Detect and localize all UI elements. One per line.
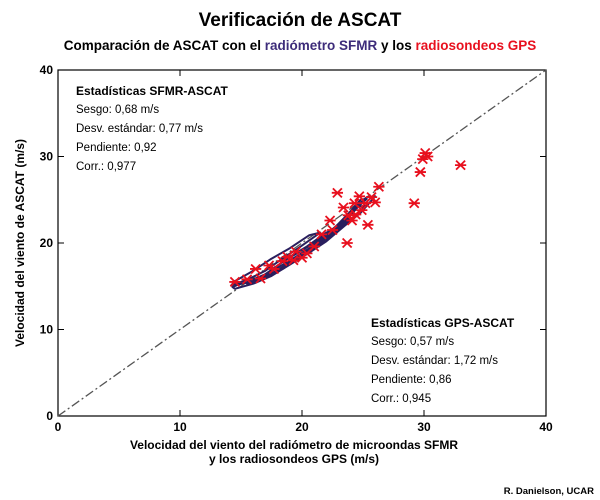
gps-point [254, 273, 267, 284]
gps-point [324, 215, 336, 226]
gps-point [331, 187, 344, 198]
gps-point-marker [254, 273, 267, 284]
gps-point [356, 204, 368, 216]
y-axis-label: Velocidad del viento de ASCAT (m/s) [13, 139, 27, 347]
gps-point [268, 263, 280, 275]
subtitle-sfmr-highlight: radiómetro SFMR [264, 38, 378, 53]
subtitle-part-3: y los [377, 38, 416, 53]
x-tick-label: 0 [55, 420, 62, 434]
gps-point-marker [268, 263, 280, 275]
gps-point-marker [369, 197, 381, 208]
stats-sfmr-box: Estadísticas SFMR-ASCAT Sesgo: 0,68 m/s … [76, 82, 228, 177]
gps-point-marker [326, 224, 339, 236]
gps-point [229, 276, 241, 288]
gps-point-marker [362, 219, 374, 230]
gps-point [369, 197, 381, 208]
y-tick-label: 40 [40, 63, 54, 77]
y-tick-label: 30 [40, 150, 54, 164]
y-tick-label: 0 [46, 409, 53, 423]
x-axis-label-line-1: Velocidad del viento del radiómetro de m… [130, 438, 458, 452]
gps-point-marker [337, 202, 350, 213]
gps-point-marker [373, 181, 385, 192]
credit-text: R. Danielson, UCAR [503, 486, 594, 497]
reference-line-1to1 [57, 69, 547, 417]
gps-point [337, 202, 350, 213]
stats-gps-line: Pendiente: 0,86 [371, 374, 452, 386]
gps-point-marker [308, 241, 320, 252]
gps-point-marker [356, 204, 368, 216]
gps-point-marker [250, 263, 262, 275]
gps-point [341, 237, 353, 249]
stats-gps-line: Desv. estándar: 1,72 m/s [371, 355, 498, 367]
gps-point [308, 241, 320, 252]
gps-point [454, 160, 467, 171]
stats-gps-line: Corr.: 0,945 [371, 393, 432, 405]
x-tick-label: 20 [295, 420, 309, 434]
stats-sfmr-line: Pendiente: 0,92 [76, 142, 157, 154]
y-tick-label: 20 [40, 236, 54, 250]
gps-point-marker [454, 160, 467, 171]
x-tick-label: 30 [417, 420, 431, 434]
stats-sfmr-line: Desv. estándar: 0,77 m/s [76, 123, 203, 135]
gps-point [408, 198, 420, 209]
gps-point [315, 229, 328, 240]
gps-point-marker [315, 229, 328, 240]
gps-point [362, 219, 374, 230]
stats-sfmr-line: Corr.: 0,977 [76, 161, 137, 173]
stats-gps-box: Estadísticas GPS-ASCAT Sesgo: 0,57 m/s D… [371, 314, 514, 409]
gps-point [414, 166, 426, 178]
gps-point-marker [414, 166, 426, 178]
gps-point-marker [346, 215, 358, 226]
gps-point-marker [408, 198, 420, 209]
y-tick-label: 10 [40, 323, 54, 337]
gps-point-marker [331, 187, 344, 198]
gps-point-marker [350, 209, 362, 220]
stats-sfmr-line: Sesgo: 0,68 m/s [76, 104, 160, 116]
stats-gps-line: Sesgo: 0,57 m/s [371, 336, 455, 348]
x-tick-label: 40 [539, 420, 553, 434]
x-axis-label-line-2: y los radiosondeos GPS (m/s) [209, 452, 379, 466]
stats-sfmr-title: Estadísticas SFMR-ASCAT [76, 84, 228, 98]
gps-point-marker [241, 274, 253, 285]
chart-title: Verificación de ASCAT [198, 10, 402, 31]
gps-point [373, 181, 385, 192]
gps-point [241, 274, 253, 285]
gps-point [422, 151, 434, 162]
sfmr-contour [230, 231, 322, 287]
gps-point [326, 224, 339, 236]
gps-point [346, 215, 358, 226]
gps-point [365, 192, 378, 203]
stats-gps-title: Estadísticas GPS-ASCAT [371, 316, 515, 330]
gps-point-marker [422, 151, 434, 162]
gps-point [350, 209, 362, 220]
chart-subtitle: Comparación de ASCAT con el radiómetro S… [0, 38, 600, 53]
gps-point-marker [324, 215, 336, 226]
x-tick-label: 10 [173, 420, 187, 434]
gps-point-marker [365, 192, 378, 203]
subtitle-part-1: Comparación de ASCAT con el [63, 38, 265, 53]
gps-point-marker [341, 237, 353, 249]
gps-point-marker [229, 276, 241, 288]
gps-point [250, 263, 262, 275]
subtitle-gps-highlight: radiosondeos GPS [415, 38, 537, 53]
